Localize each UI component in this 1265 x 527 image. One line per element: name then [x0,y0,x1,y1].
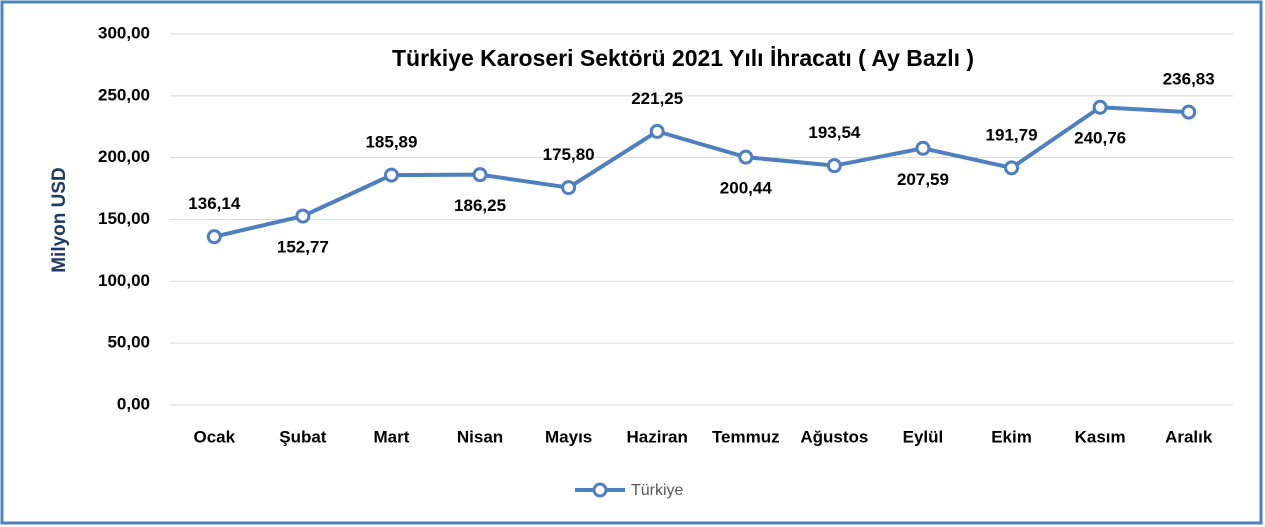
data-label: 191,79 [986,125,1038,144]
marker [738,149,754,165]
data-label: 236,83 [1163,70,1215,89]
x-tick-label: Eylül [903,427,944,446]
marker [1092,99,1108,115]
marker [561,180,577,196]
marker [472,167,488,183]
x-tick-label: Aralık [1165,427,1213,446]
series-line [213,105,1189,239]
x-tick-label: Temmuz [712,427,780,446]
data-label: 186,25 [454,196,506,215]
x-tick-label: Şubat [279,427,327,446]
marker [915,140,931,156]
legend-label: Türkiye [631,482,684,499]
x-tick-label: Ocak [193,427,235,446]
marker [826,158,842,174]
y-tick-label: 0,00 [117,394,150,413]
marker [206,229,222,245]
y-tick-label: 200,00 [98,147,150,166]
marker [1181,104,1197,120]
data-label: 200,44 [720,179,773,198]
y-tick-label: 50,00 [107,333,150,352]
marker [649,123,665,139]
chart-title: Türkiye Karoseri Sektörü 2021 Yılı İhrac… [392,45,974,71]
data-label: 136,14 [188,194,241,213]
x-tick-label: Kasım [1075,427,1126,446]
data-label: 152,77 [277,238,329,257]
data-label: 185,89 [365,133,417,152]
data-label: 193,54 [808,123,861,142]
x-tick-label: Nisan [457,427,503,446]
marker [1004,160,1020,176]
y-tick-label: 250,00 [98,85,150,104]
y-tick-label: 100,00 [98,271,150,290]
y-tick-label: 150,00 [98,209,150,228]
y-tick-label: 300,00 [98,23,150,42]
x-tick-label: Haziran [626,427,687,446]
x-tick-label: Mayıs [545,427,592,446]
marker [383,167,399,183]
data-label: 175,80 [543,145,595,164]
x-tick-label: Ekim [991,427,1032,446]
marker [295,208,311,224]
data-label: 221,25 [631,89,683,108]
x-tick-label: Ağustos [800,427,868,446]
legend-marker [592,482,608,498]
y-axis-label: Milyon USD [49,167,70,273]
data-label: 240,76 [1074,129,1126,148]
x-tick-label: Mart [374,427,410,446]
data-label: 207,59 [897,170,949,189]
